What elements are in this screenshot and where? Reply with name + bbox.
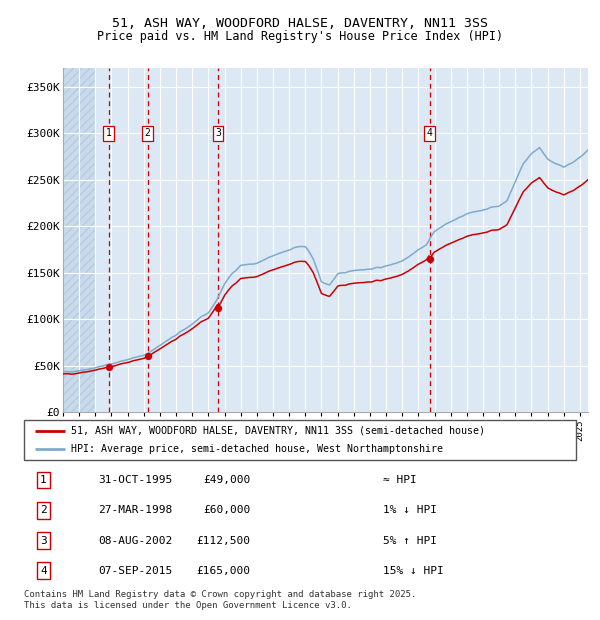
Bar [63, 68, 95, 412]
Text: 51, ASH WAY, WOODFORD HALSE, DAVENTRY, NN11 3SS: 51, ASH WAY, WOODFORD HALSE, DAVENTRY, N… [112, 17, 488, 30]
Point [425, 254, 434, 264]
Text: £49,000: £49,000 [203, 475, 250, 485]
Text: 51, ASH WAY, WOODFORD HALSE, DAVENTRY, NN11 3SS (semi-detached house): 51, ASH WAY, WOODFORD HALSE, DAVENTRY, N… [71, 425, 485, 436]
Point [104, 361, 113, 371]
Text: 3: 3 [40, 536, 47, 546]
Text: 4: 4 [427, 128, 433, 138]
Text: 08-AUG-2002: 08-AUG-2002 [98, 536, 173, 546]
Text: 07-SEP-2015: 07-SEP-2015 [98, 566, 173, 576]
Text: 1: 1 [40, 475, 47, 485]
Text: 2: 2 [40, 505, 47, 515]
Text: 31-OCT-1995: 31-OCT-1995 [98, 475, 173, 485]
Point [143, 352, 152, 361]
Text: Contains HM Land Registry data © Crown copyright and database right 2025.
This d: Contains HM Land Registry data © Crown c… [24, 590, 416, 609]
Text: 27-MAR-1998: 27-MAR-1998 [98, 505, 173, 515]
Text: £165,000: £165,000 [196, 566, 250, 576]
Text: £60,000: £60,000 [203, 505, 250, 515]
FancyBboxPatch shape [24, 420, 576, 460]
Point [213, 303, 223, 312]
Text: Price paid vs. HM Land Registry's House Price Index (HPI): Price paid vs. HM Land Registry's House … [97, 30, 503, 43]
Text: 15% ↓ HPI: 15% ↓ HPI [383, 566, 443, 576]
Text: £112,500: £112,500 [196, 536, 250, 546]
Text: 4: 4 [40, 566, 47, 576]
Text: 1% ↓ HPI: 1% ↓ HPI [383, 505, 437, 515]
Text: 1: 1 [106, 128, 112, 138]
Text: 3: 3 [215, 128, 221, 138]
Text: ≈ HPI: ≈ HPI [383, 475, 416, 485]
Text: HPI: Average price, semi-detached house, West Northamptonshire: HPI: Average price, semi-detached house,… [71, 444, 443, 454]
Text: 5% ↑ HPI: 5% ↑ HPI [383, 536, 437, 546]
Text: 2: 2 [145, 128, 151, 138]
